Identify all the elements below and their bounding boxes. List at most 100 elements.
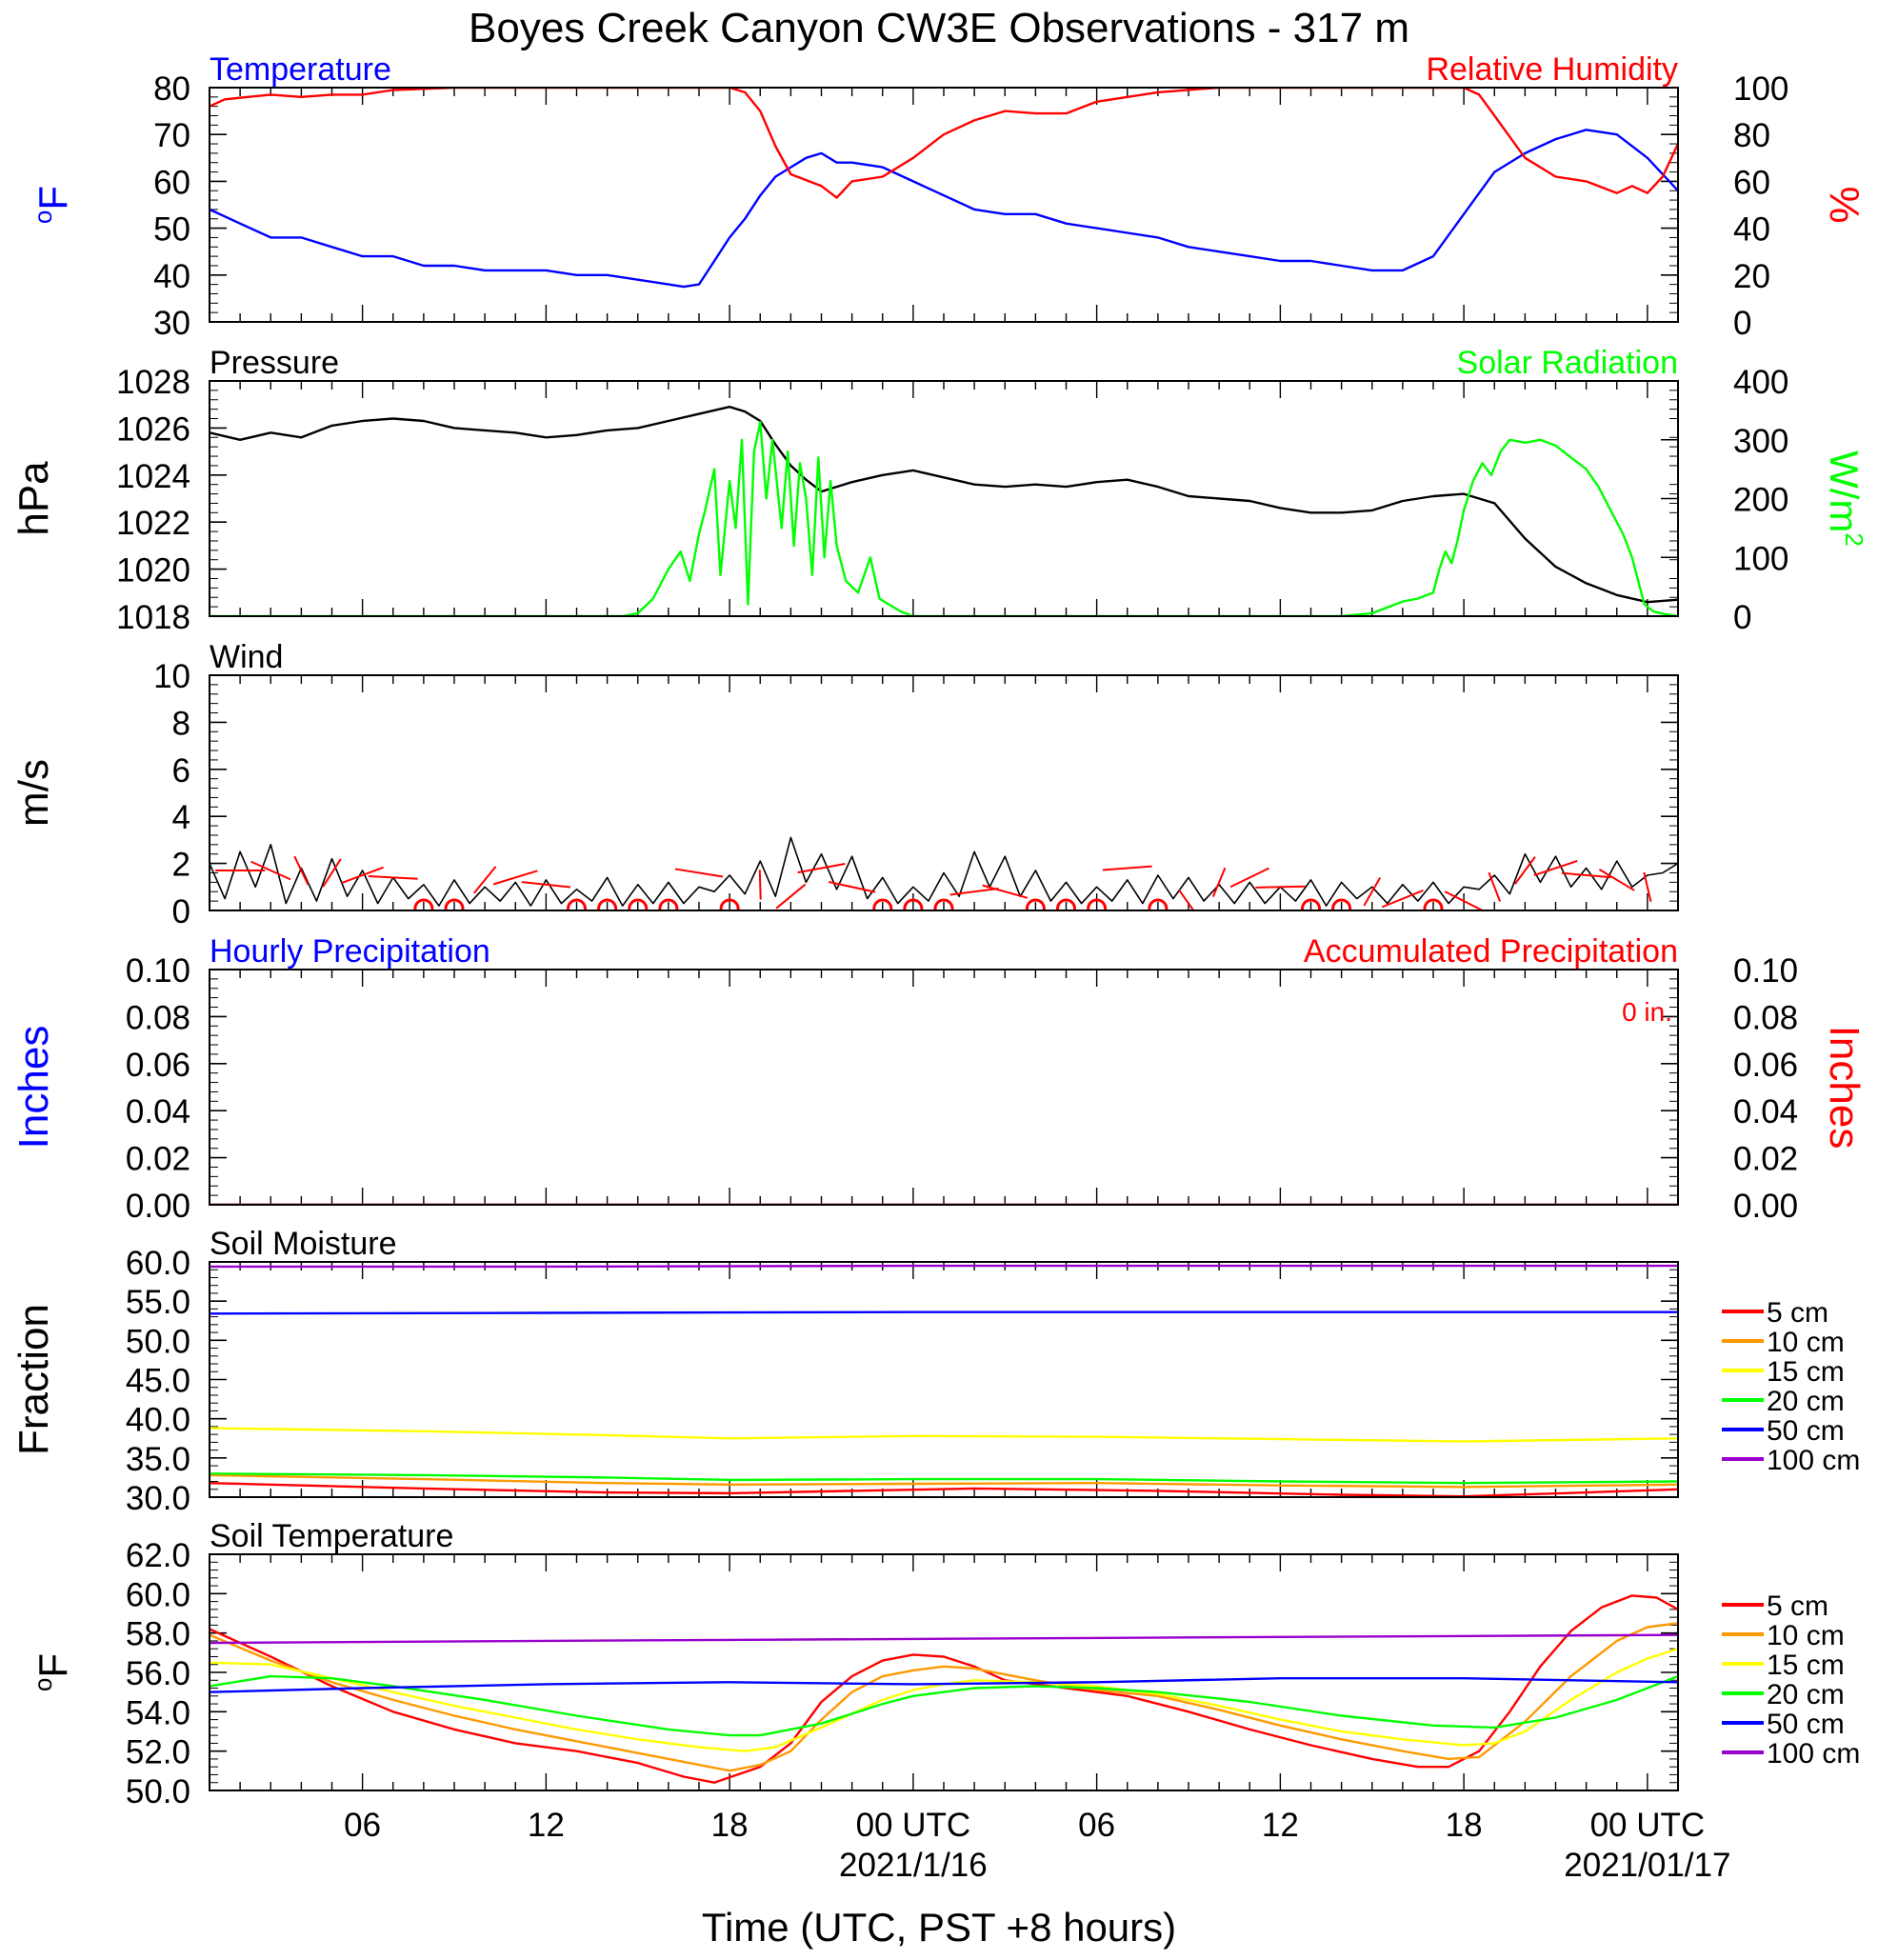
panel-soil_temperature: 62.060.058.056.054.052.050.0 Soil Tempera… <box>29 1518 1860 1810</box>
y-tick-label-left: 30.0 <box>126 1480 190 1517</box>
wind-barb <box>492 870 538 886</box>
y-axis-label-unit: F <box>30 1653 75 1678</box>
y-tick-label-left: 60.0 <box>126 1245 190 1282</box>
y-tick-label-left: 0.04 <box>126 1093 190 1130</box>
wind-calm-marker <box>628 898 649 910</box>
series-line-100-cm <box>210 1264 1678 1269</box>
panel-title-left: Soil Temperature <box>210 1518 453 1554</box>
wind-calm-marker <box>872 898 893 910</box>
y-axis-label-left: Inches <box>10 1026 57 1150</box>
legend-label: 15 cm <box>1767 1356 1845 1388</box>
x-tick-label: 12 <box>1262 1807 1299 1844</box>
y-tick-label-right: 80 <box>1733 117 1770 154</box>
wind-calm-marker <box>1087 898 1108 910</box>
wind-calm-marker <box>719 898 740 910</box>
wind-calm-marker <box>597 898 618 910</box>
y-axis-label-superscript: 2 <box>1840 532 1868 546</box>
panel-title-right: Accumulated Precipitation <box>1304 933 1678 970</box>
panel-title-right: Relative Humidity <box>1426 51 1678 88</box>
y-tick-label-right: 0.08 <box>1733 999 1798 1036</box>
wind-calm-marker <box>1423 898 1444 910</box>
panel-frame <box>209 1553 1679 1791</box>
y-tick-label-left: 56.0 <box>126 1655 190 1692</box>
panel-frame <box>209 969 1679 1206</box>
y-axis-label-right: W/m2 <box>1822 450 1868 547</box>
wind-barb <box>341 866 385 885</box>
legend-label: 100 cm <box>1767 1738 1860 1770</box>
wind-barb <box>293 855 310 886</box>
y-tick-label-left: 50 <box>153 211 190 249</box>
y-axis-label-unit: F <box>30 186 75 210</box>
panel-title-right: Solar Radiation <box>1457 345 1678 381</box>
panel-title-left: Pressure <box>210 345 339 381</box>
y-tick-label-right: 400 <box>1733 364 1788 401</box>
series-line-10-cm <box>210 1473 1678 1489</box>
series-line-5-cm <box>210 1594 1678 1784</box>
y-tick-label-right: 40 <box>1733 211 1770 249</box>
wind-barb <box>1488 871 1502 902</box>
series-line-temperature <box>210 129 1678 289</box>
series-line-20-cm <box>210 1674 1678 1737</box>
wind-barb <box>1255 885 1306 889</box>
y-tick-label-right: 0.10 <box>1733 952 1798 990</box>
y-tick-label-left: 8 <box>172 705 190 742</box>
legend-label: 100 cm <box>1767 1445 1860 1476</box>
wind-barb <box>828 880 876 893</box>
wind-barb <box>250 860 291 881</box>
wind-barb <box>1643 871 1652 902</box>
chart-title: Boyes Creek Canyon CW3E Observations - 3… <box>469 5 1409 51</box>
legend-label: 5 cm <box>1767 1297 1828 1329</box>
x-tick-label: 06 <box>344 1807 381 1844</box>
y-tick-label-left: 4 <box>172 799 190 836</box>
y-axis-label-left: oF <box>29 186 75 224</box>
wind-calm-marker <box>1025 898 1046 910</box>
wind-barb <box>368 875 418 880</box>
x-tick-label: 12 <box>528 1807 565 1844</box>
y-tick-label-right: 200 <box>1733 482 1788 519</box>
series-line-solar-radiation <box>210 421 1678 616</box>
y-tick-label-left: 2 <box>172 847 190 884</box>
wind-calm-marker <box>444 898 465 910</box>
y-tick-label-left: 0.08 <box>126 999 190 1036</box>
y-tick-label-left: 30 <box>153 305 190 342</box>
y-tick-label-left: 45.0 <box>126 1363 190 1400</box>
x-tick-label: 00 UTC <box>856 1807 971 1844</box>
y-tick-label-left: 40 <box>153 258 190 295</box>
y-tick-label-left: 0.06 <box>126 1047 190 1084</box>
x-tick-label: 06 <box>1078 1807 1115 1844</box>
wind-barb <box>322 858 342 888</box>
y-axis-label-left: oF <box>29 1653 75 1691</box>
y-tick-label-left: 1020 <box>116 552 190 590</box>
y-tick-label-left: 0 <box>172 893 190 930</box>
x-tick-date-label: 2021/01/17 <box>1564 1847 1730 1884</box>
y-tick-label-left: 50.0 <box>126 1323 190 1360</box>
wind-barb <box>1513 856 1536 885</box>
y-tick-label-left: 10 <box>153 658 190 695</box>
wind-barb <box>775 883 807 910</box>
wind-calm-marker <box>413 898 434 910</box>
legend-label: 15 cm <box>1767 1650 1845 1681</box>
panel-precipitation: 0.10 0.08 0.06 0.04 0.02 0.00 0.10 0.08 0.06 0.04… <box>10 933 1868 1225</box>
wind-barb <box>521 881 571 889</box>
series-line-10-cm <box>210 1622 1678 1772</box>
series-line-20-cm <box>210 1472 1678 1485</box>
wind-barb <box>1363 876 1382 907</box>
y-tick-label-left: 60 <box>153 164 190 201</box>
panel-series <box>210 1264 1678 1497</box>
series-line-5-cm <box>210 1482 1678 1497</box>
panel-pressure: 1028 1026 1024 1022 1020 1018 400 300 200 100 0 Pre… <box>10 345 1868 636</box>
y-tick-label-left: 40.0 <box>126 1402 190 1439</box>
y-tick-label-left: 6 <box>172 752 190 790</box>
y-tick-label-left: 1028 <box>116 364 190 401</box>
series-line-15-cm <box>210 1427 1678 1443</box>
panel-series <box>210 1594 1678 1784</box>
wind-barb <box>1178 889 1195 910</box>
panel-annotation: 0 in. <box>1622 997 1672 1027</box>
y-tick-label-left: 1026 <box>116 410 190 448</box>
wind-barb <box>1102 865 1152 871</box>
y-axis-label-left: hPa <box>10 461 57 536</box>
legend-label: 5 cm <box>1767 1590 1828 1622</box>
panel-title-left: Hourly Precipitation <box>210 933 490 970</box>
